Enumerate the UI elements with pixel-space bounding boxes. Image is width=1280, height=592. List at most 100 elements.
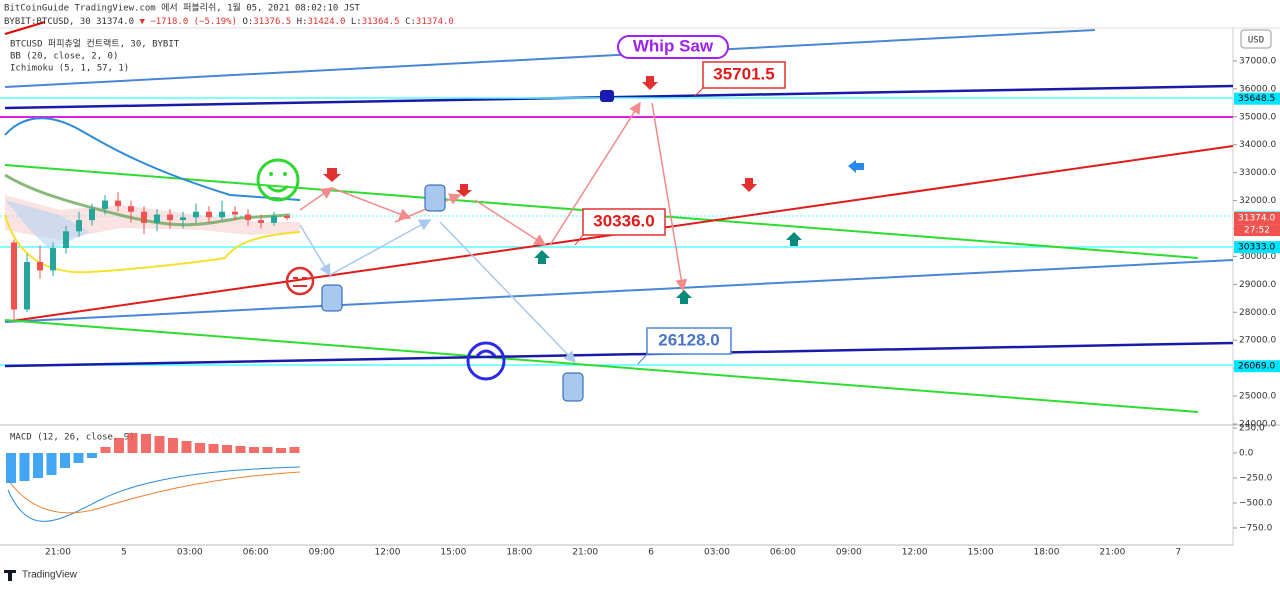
- macd-bar: [168, 438, 178, 453]
- x-tick-label: 21:00: [572, 548, 598, 558]
- candle-body: [284, 215, 290, 219]
- candle-body: [102, 200, 108, 209]
- macd-bar: [181, 441, 192, 453]
- price-tag: [1234, 360, 1280, 373]
- time-axis: 21:00 5 03:00 06:00 09:00 12:00 15:00 18:00 21:0…: [45, 548, 1181, 558]
- unit: USD: [1248, 36, 1264, 46]
- y-tick-label: 37000.0: [1239, 56, 1276, 66]
- x-tick-label: 06:00: [770, 548, 796, 558]
- macd-bar: [60, 453, 70, 468]
- y-tick-label: 33000.0: [1239, 168, 1276, 178]
- y-tick-label: 25000.0: [1239, 392, 1276, 402]
- neutral-face: [285, 266, 315, 296]
- logo: [4, 570, 16, 581]
- x-tick-label: 09:00: [836, 548, 862, 558]
- o-label: O:: [242, 17, 253, 27]
- price-tag-label: 30333.0: [1238, 243, 1275, 253]
- arrow-icons: [321, 76, 864, 402]
- last: 31374.0: [96, 17, 134, 27]
- price-tag-label: 31374.0: [1238, 214, 1275, 224]
- candle-body: [271, 215, 277, 223]
- price-note: 30336.0: [593, 211, 654, 230]
- open: 31376.5: [253, 17, 291, 27]
- legend: BB (20, close, 2, 0): [10, 52, 118, 62]
- h-label: H:: [297, 17, 308, 27]
- footer: TradingView: [22, 570, 78, 581]
- candle-body: [141, 211, 147, 223]
- macd-bar: [46, 453, 57, 475]
- legend: BTCUSD 퍼피츄얼 컨트랙트, 30, BYBIT: [10, 39, 180, 50]
- candle-body: [193, 211, 199, 218]
- macd-bar: [114, 438, 124, 453]
- l-label: L:: [351, 17, 362, 27]
- candle-body: [11, 242, 17, 310]
- candle-body: [206, 211, 212, 218]
- candle-body: [180, 217, 186, 221]
- trend-line: [4, 341, 1234, 368]
- candle-body: [128, 206, 134, 212]
- price-axis: 37000.0 36000.0 35000.0 34000.0 33000.0 32000…: [1233, 56, 1280, 430]
- trend-line: [4, 259, 1234, 323]
- candle-body: [232, 211, 238, 215]
- candle-body: [219, 211, 225, 218]
- x-tick-label: 7: [1175, 548, 1181, 558]
- x-tick-label: 21:00: [1099, 548, 1125, 558]
- signal-line: [7, 471, 301, 514]
- macd-axis: 250.0 0.0 −250.0 −500.0 −750.0: [1233, 424, 1273, 534]
- price-tag-label: 35648.5: [1238, 94, 1275, 104]
- x-tick-label: 5: [121, 548, 127, 558]
- x-tick-label: 12:00: [902, 548, 928, 558]
- macd-bar: [249, 447, 259, 453]
- candle-body: [50, 248, 56, 271]
- y-tick-label: 36000.0: [1239, 84, 1276, 94]
- y-tick-label: 28000.0: [1239, 308, 1276, 318]
- x-tick-label: 12:00: [375, 548, 401, 558]
- high: 31424.0: [308, 17, 346, 27]
- trend-line: [4, 319, 1199, 413]
- y-tick-label: 29000.0: [1239, 280, 1276, 290]
- x-tick-label: 21:00: [45, 548, 71, 558]
- macd-bar: [195, 443, 205, 453]
- macd-bar: [289, 447, 300, 453]
- candle-body: [63, 231, 69, 249]
- macd-bar: [19, 453, 30, 481]
- candle-body: [89, 208, 95, 221]
- candle-body: [167, 214, 173, 221]
- candle-body: [37, 262, 43, 271]
- countdown: 27:52: [1244, 226, 1270, 236]
- macd-bar: [276, 448, 286, 453]
- candle-body: [258, 220, 264, 223]
- y-tick-label: 30000.0: [1239, 252, 1276, 262]
- y-tick-label: 0.0: [1239, 449, 1254, 459]
- price-tag-label: 26069.0: [1238, 362, 1275, 372]
- macd-bar: [33, 453, 43, 478]
- close: 31374.0: [416, 17, 454, 27]
- bb-upper: [4, 117, 301, 201]
- macd-bar: [235, 446, 246, 453]
- x-tick-label: 06:00: [243, 548, 269, 558]
- price-tag: [1234, 92, 1280, 105]
- macd-bar: [6, 453, 16, 483]
- x-tick-label: 03:00: [704, 548, 730, 558]
- macd-bar: [154, 436, 165, 453]
- macd-legend: MACD (12, 26, close, 9): [10, 433, 135, 443]
- y-tick-label: 27000.0: [1239, 336, 1276, 346]
- macd-bar: [100, 447, 111, 453]
- y-tick-label: 35000.0: [1239, 112, 1276, 122]
- whipsaw-label: Whip Saw: [633, 36, 714, 55]
- trend-line: [4, 21, 46, 35]
- smiley: [256, 158, 300, 202]
- x-tick-label: 09:00: [309, 548, 335, 558]
- x-tick-label: 6: [648, 548, 654, 558]
- x-tick-label: 18:00: [506, 548, 532, 558]
- macd-bar: [73, 453, 84, 463]
- candle-body: [24, 262, 30, 310]
- candle-body: [154, 214, 160, 223]
- y-tick-label: −750.0: [1239, 524, 1273, 534]
- y-tick-label: −500.0: [1239, 499, 1273, 509]
- y-tick-label: 34000.0: [1239, 140, 1276, 150]
- price-tag: [1234, 212, 1280, 225]
- macd-bar: [222, 445, 232, 453]
- x-tick-label: 15:00: [440, 548, 466, 558]
